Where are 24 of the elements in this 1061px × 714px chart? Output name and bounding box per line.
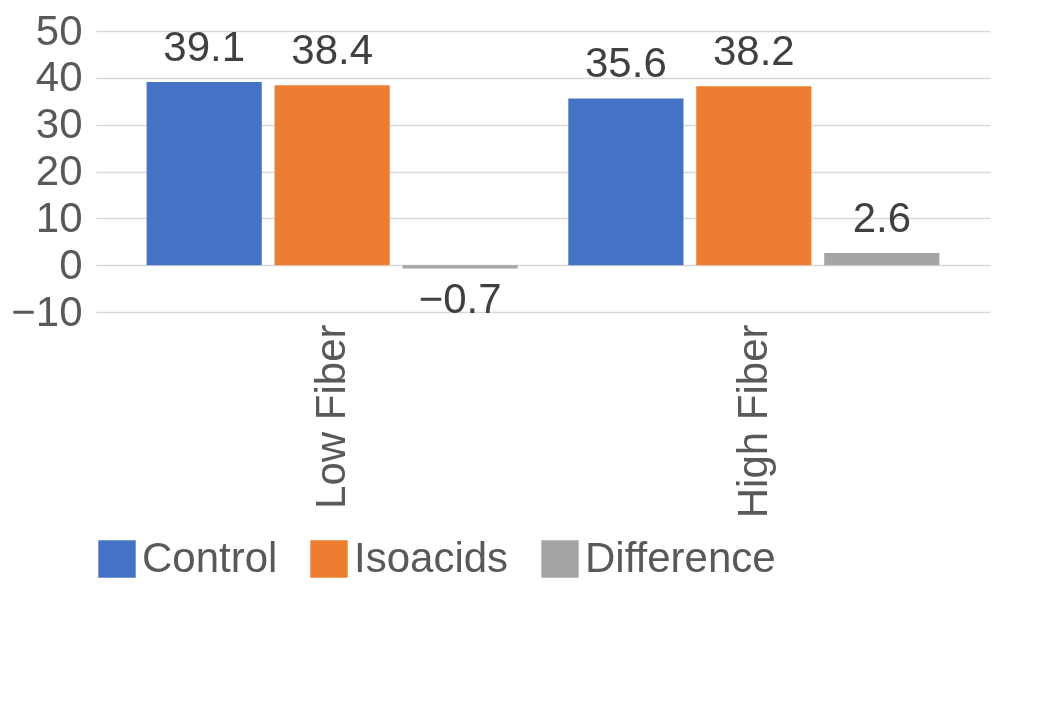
data-label: 2.6: [852, 193, 912, 241]
legend-label: Control: [142, 534, 278, 581]
y-tick-label: 30: [35, 100, 83, 148]
y-tick-label: 10: [35, 193, 83, 241]
data-label: 38.2: [712, 27, 795, 75]
x-tick-label: High Fiber: [728, 324, 776, 519]
data-label: 39.1: [163, 23, 246, 71]
y-tick-label: 50: [35, 6, 83, 54]
bar: [824, 252, 940, 266]
bar: [146, 82, 262, 266]
data-label: −0.7: [418, 275, 502, 323]
y-tick-label: 40: [35, 53, 83, 101]
legend-label: Difference: [585, 534, 776, 581]
bar: [402, 265, 518, 269]
y-tick-label: 0: [59, 240, 83, 288]
bar: [696, 86, 812, 266]
x-tick-label: Low Fiber: [307, 324, 355, 509]
y-tick-label: 20: [35, 147, 83, 194]
bar: [568, 98, 684, 266]
data-label: 35.6: [585, 39, 667, 87]
data-label: 38.4: [291, 26, 374, 74]
y-tick-label: −10: [11, 287, 83, 335]
legend-label: Isoacids: [354, 534, 509, 581]
bar: [274, 85, 390, 266]
